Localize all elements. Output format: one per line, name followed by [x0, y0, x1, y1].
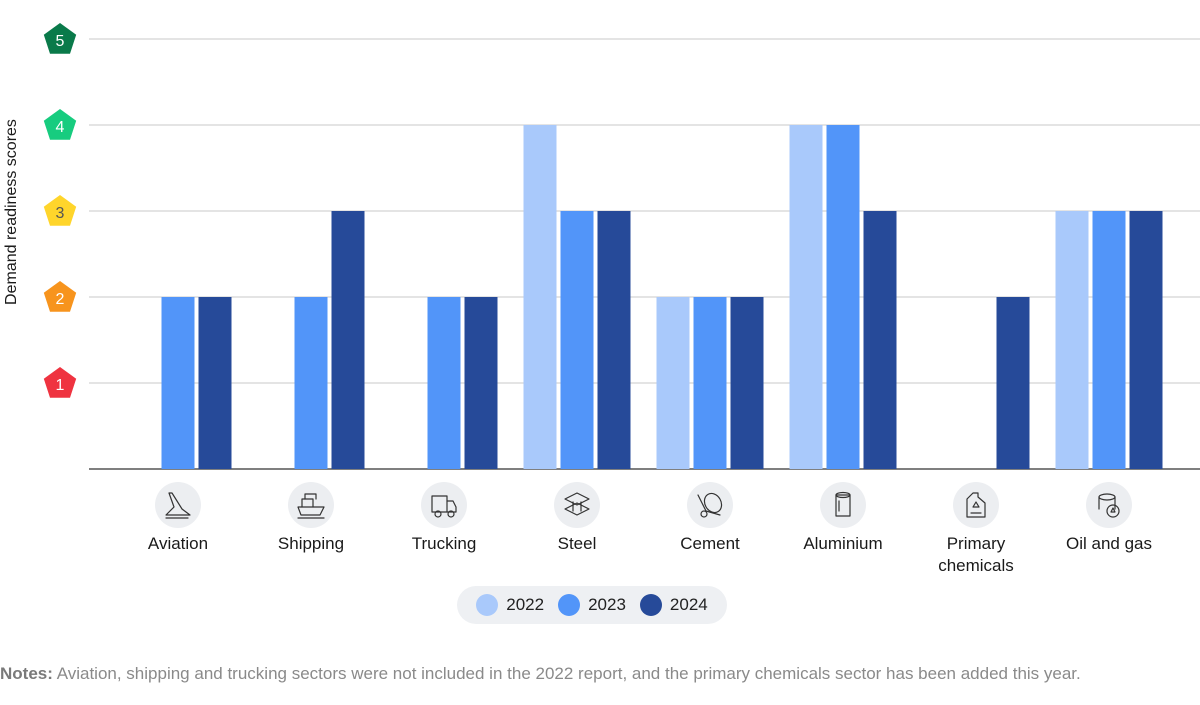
x-tick-label: chemicals — [938, 556, 1014, 575]
y-axis-label: Demand readiness scores — [3, 119, 20, 305]
bar-oil-and-gas-2022 — [1055, 211, 1089, 469]
y-tick-badge-5 — [43, 23, 77, 54]
bar-cement-2022 — [656, 297, 690, 469]
y-tick-badge-4 — [43, 109, 77, 140]
y-tick-badge-2 — [43, 281, 77, 312]
bar-trucking-2023 — [427, 297, 461, 469]
y-axis: 1 2 3 4 5 Demand readiness scores — [3, 23, 77, 398]
airplane-icon — [155, 482, 201, 528]
y-tick-label-2: 2 — [56, 291, 65, 308]
legend-label-2024: 2024 — [669, 595, 708, 614]
cement-mixer-icon — [687, 482, 733, 528]
legend-label-2023: 2023 — [588, 595, 626, 614]
legend-item-2024: 2024 — [639, 594, 708, 616]
bars — [161, 125, 1163, 469]
bar-cement-2024 — [730, 297, 764, 469]
bar-trucking-2024 — [464, 297, 498, 469]
aluminium-can-icon — [820, 482, 866, 528]
x-tick-label: Cement — [680, 534, 740, 553]
bar-steel-2023 — [560, 211, 594, 469]
bar-shipping-2023 — [294, 297, 328, 469]
x-axis-categories: Aviation Shipping Trucking Steel Cement Alumi… — [148, 482, 1152, 575]
bar-aluminium-2023 — [826, 125, 860, 469]
ship-icon — [288, 482, 334, 528]
bar-steel-2024 — [597, 211, 631, 469]
x-tick-label: Aluminium — [803, 534, 882, 553]
bar-shipping-2024 — [331, 211, 365, 469]
notes-label: Notes: — [0, 664, 53, 683]
bar-aviation-2023 — [161, 297, 195, 469]
bar-aluminium-2024 — [863, 211, 897, 469]
bar-cement-2023 — [693, 297, 727, 469]
x-tick-label: Primary — [947, 534, 1006, 553]
bar-aviation-2024 — [198, 297, 232, 469]
chemical-canister-icon — [953, 482, 999, 528]
truck-icon — [421, 482, 467, 528]
bar-aluminium-2022 — [789, 125, 823, 469]
notes-text: Aviation, shipping and trucking sectors … — [52, 664, 1081, 683]
y-tick-label-5: 5 — [56, 33, 65, 50]
legend-swatch-2024 — [639, 594, 662, 616]
x-tick-label: Shipping — [278, 534, 344, 553]
grid-lines — [89, 38, 1200, 470]
legend-label-2022: 2022 — [506, 595, 545, 614]
oil-barrel-icon — [1086, 482, 1132, 528]
x-tick-label: Steel — [558, 534, 597, 553]
bar-chart: 1 2 3 4 5 Demand readiness scores Aviation Shi… — [3, 23, 1200, 575]
notes: Notes: Aviation, shipping and trucking s… — [0, 664, 1200, 684]
x-tick-label: Aviation — [148, 534, 208, 553]
x-tick-label: Trucking — [412, 534, 477, 553]
legend: 2022 2023 2024 — [457, 586, 727, 624]
bar-primary-chemicals-2024 — [996, 297, 1030, 469]
y-tick-badge-1 — [43, 367, 77, 398]
y-tick-label-3: 3 — [56, 205, 65, 222]
bar-oil-and-gas-2024 — [1129, 211, 1163, 469]
bar-steel-2022 — [523, 125, 557, 469]
legend-item-2023: 2023 — [558, 594, 626, 616]
legend-swatch-2023 — [558, 594, 581, 616]
bar-oil-and-gas-2023 — [1092, 211, 1126, 469]
y-tick-label-4: 4 — [56, 119, 65, 136]
legend-item-2022: 2022 — [476, 594, 544, 616]
steel-beam-icon — [554, 482, 600, 528]
y-tick-label-1: 1 — [56, 377, 65, 394]
y-tick-badge-3 — [43, 195, 77, 226]
x-tick-label: Oil and gas — [1066, 534, 1152, 553]
legend-swatch-2022 — [476, 594, 499, 616]
